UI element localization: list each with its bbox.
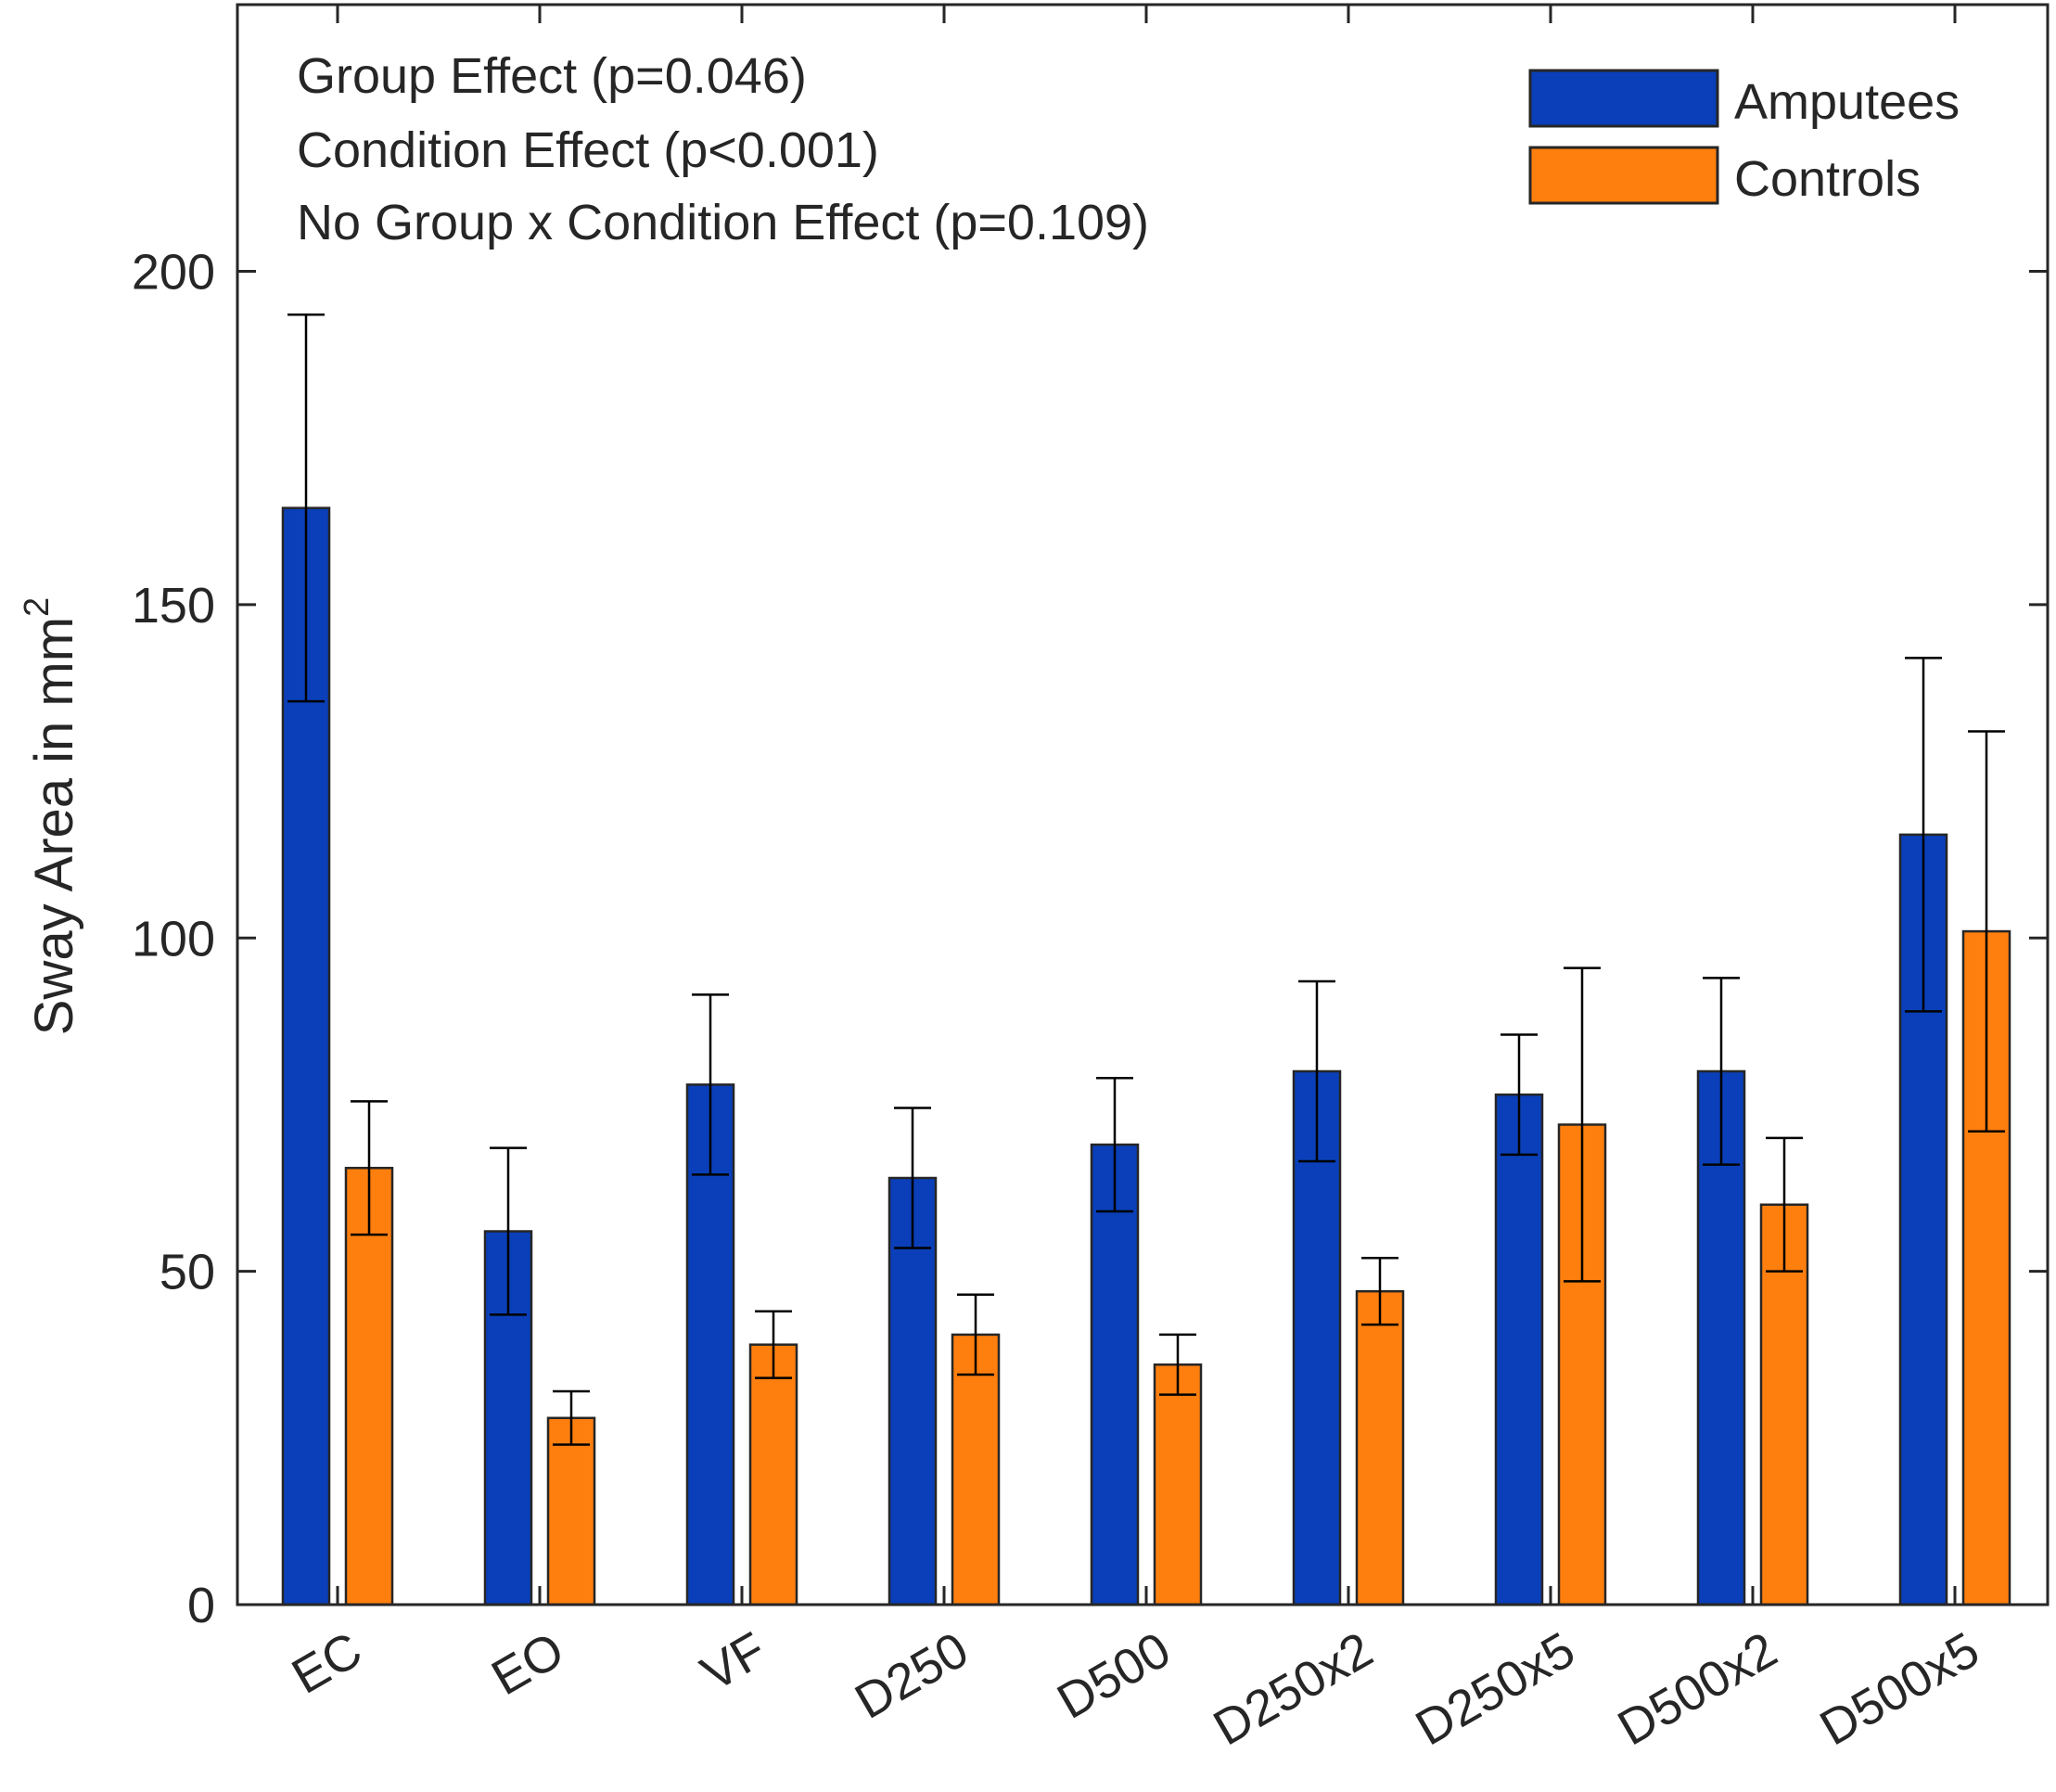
bar-controls-eo: [546, 1416, 596, 1606]
error-bar-amputees-d250: [894, 1107, 931, 1249]
error-bar-amputees-d500x2: [1703, 977, 1740, 1166]
y-axis-label: Sway Area in mm2: [18, 597, 84, 1035]
x-tick-label-d500x2: D500x2: [1609, 1621, 1786, 1756]
x-tick-label-d250x5: D250x5: [1407, 1621, 1584, 1756]
x-tick-label-d250: D250: [846, 1621, 977, 1730]
error-bars-layer: [287, 313, 2005, 1446]
error-bar-controls-d500: [1159, 1333, 1196, 1396]
x-tick-label-d500: D500: [1048, 1621, 1180, 1730]
error-bar-controls-d500x5: [1968, 730, 2005, 1133]
bar-controls-d250x2: [1355, 1289, 1405, 1606]
y-axis-label-superscript: 2: [18, 597, 57, 617]
x-tick-label-d250x2: D250x2: [1205, 1621, 1382, 1756]
x-tick-label-d500x5: D500x5: [1811, 1621, 1988, 1756]
error-bar-controls-vf: [755, 1310, 792, 1379]
error-bar-controls-d250x5: [1564, 966, 1601, 1283]
annotation-group-effect: Group Effect (p=0.046): [297, 48, 807, 104]
error-bar-amputees-vf: [692, 993, 729, 1176]
error-bar-amputees-d250x2: [1298, 979, 1335, 1163]
legend-swatch-amputees: [1528, 69, 1719, 128]
legend-label-amputees: Amputees: [1734, 74, 1960, 130]
error-bar-amputees-ec: [287, 313, 325, 703]
y-tick-label-0: 0: [187, 1578, 215, 1633]
bar-amputees-d500: [1090, 1143, 1140, 1606]
plot-area-frame: [236, 3, 2050, 1606]
y-tick-label-200: 200: [132, 245, 215, 301]
x-tick-label-ec: EC: [283, 1621, 371, 1704]
y-tick-label-50: 50: [160, 1245, 215, 1300]
legend-label-controls: Controls: [1734, 151, 1921, 207]
bar-controls-ec: [344, 1166, 394, 1606]
legend-swatch-controls: [1528, 146, 1719, 205]
error-bar-amputees-d500: [1096, 1076, 1133, 1213]
error-bar-controls-eo: [553, 1389, 590, 1446]
error-bar-amputees-d250x5: [1500, 1033, 1538, 1157]
error-bar-controls-d250x2: [1361, 1257, 1398, 1326]
error-bar-amputees-eo: [490, 1146, 527, 1316]
error-bar-controls-d250: [957, 1293, 994, 1376]
y-tick-label-100: 100: [132, 911, 215, 966]
x-tick-label-eo: EO: [482, 1621, 573, 1706]
bars-layer: [281, 506, 2011, 1606]
legend: Amputees Controls: [1528, 69, 1960, 207]
annotation-condition-effect: Condition Effect (p<0.001): [297, 122, 879, 178]
bar-amputees-d250x5: [1494, 1093, 1544, 1606]
y-axis-label-text: Sway Area in mm: [24, 617, 84, 1035]
bar-controls-vf: [748, 1343, 798, 1606]
x-tick-label-vf: VF: [692, 1621, 775, 1701]
y-tick-label-150: 150: [132, 578, 215, 634]
annotations: Group Effect (p=0.046) Condition Effect …: [297, 48, 1149, 250]
annotation-interaction-effect: No Group x Condition Effect (p=0.109): [297, 195, 1149, 250]
bar-controls-d500: [1153, 1363, 1203, 1606]
error-bar-amputees-d500x5: [1905, 657, 1942, 1013]
error-bar-controls-ec: [351, 1100, 388, 1236]
error-bar-controls-d500x2: [1766, 1136, 1803, 1273]
